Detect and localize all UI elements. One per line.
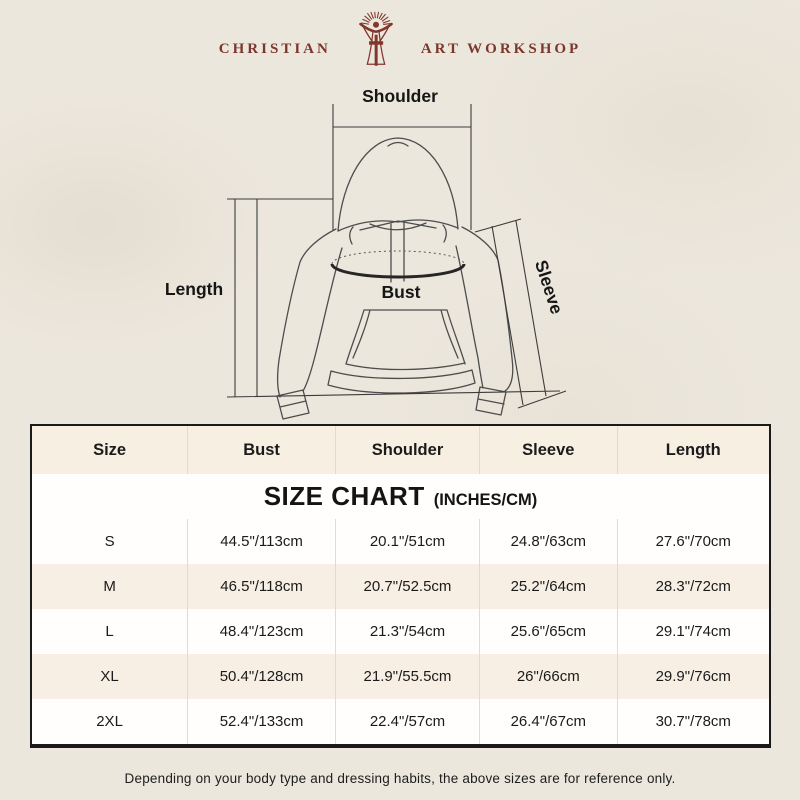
right-cuff	[475, 386, 507, 416]
column-header-shoulder: Shoulder	[334, 425, 480, 474]
size-row-m: M 46.5"/118cm 20.7"/52.5cm 25.2"/64cm 28.3"/…	[31, 564, 770, 609]
measurement-value: 52.4"/133cm	[187, 699, 336, 746]
sleeve-label: Sleeve	[531, 258, 567, 317]
hood-peak-seam	[387, 141, 409, 147]
cross-vertical	[374, 34, 378, 66]
shoulder-label: Shoulder	[362, 86, 438, 106]
chart-title-row: SIZE CHART (INCHES/CM)	[31, 474, 770, 519]
column-header-bust: Bust	[187, 425, 336, 474]
left-cuff	[276, 389, 310, 420]
size-value: L	[31, 609, 188, 654]
column-header-row: Size Bust Shoulder Sleeve Length	[31, 425, 770, 474]
bust-line-dotted	[331, 250, 465, 265]
size-row-l: L 48.4"/123cm 21.3"/54cm 25.6"/65cm 29.1"/74…	[31, 609, 770, 654]
size-value: 2XL	[31, 699, 188, 746]
measurement-value: 22.4"/57cm	[334, 699, 480, 746]
measurement-value: 26"/66cm	[479, 654, 617, 699]
measurement-value: 29.1"/74cm	[616, 609, 770, 654]
left-arm	[359, 22, 377, 33]
brand-logo: CHRISTIAN ART WORKSHOP	[0, 6, 800, 78]
shoulder-dimension	[332, 104, 472, 230]
measurement-value: 28.3"/72cm	[616, 564, 770, 609]
right-sleeve-outer	[461, 226, 514, 392]
measurement-value: 21.9"/55.5cm	[334, 654, 480, 699]
size-value: S	[31, 519, 188, 564]
chart-title: SIZE CHART	[263, 481, 425, 511]
measurement-value: 20.7"/52.5cm	[334, 564, 480, 609]
column-header-length: Length	[616, 425, 770, 474]
right-sleeve-inner	[455, 245, 484, 389]
sleeve-dimension	[474, 218, 567, 409]
cross-horizontal	[368, 41, 384, 45]
size-chart-table: SIZE CHART (INCHES/CM) Size Bust Shoulder S…	[30, 424, 771, 748]
measurement-value: 25.2"/64cm	[479, 564, 617, 609]
halo-rays	[360, 11, 391, 25]
bust-label: Bust	[382, 282, 421, 302]
size-row-s: S 44.5"/113cm 20.1"/51cm 24.8"/63cm 27.6"/70…	[31, 519, 770, 564]
left-sleeve-outer	[276, 228, 337, 398]
hood-outline	[337, 137, 459, 232]
hoodie-measurement-diagram: Shoulder Length Bust Sleeve	[165, 86, 567, 420]
armpit-seams	[349, 224, 447, 245]
hood-vneck	[359, 220, 437, 231]
length-dimension	[226, 198, 561, 398]
measurement-value: 44.5"/113cm	[187, 519, 336, 564]
hem-band	[327, 369, 476, 394]
length-label: Length	[165, 279, 223, 299]
column-header-sleeve: Sleeve	[479, 425, 617, 474]
measurement-value: 50.4"/128cm	[187, 654, 336, 699]
head	[372, 21, 379, 28]
bust-line-bold	[330, 263, 466, 279]
size-row-xl: XL 50.4"/128cm 21.9"/55.5cm 26"/66cm 29.9"/7…	[31, 654, 770, 699]
measurement-value: 29.9"/76cm	[616, 654, 770, 699]
measurement-value: 48.4"/123cm	[187, 609, 336, 654]
drawstrings	[390, 222, 405, 283]
hood-opening	[337, 219, 459, 232]
measurement-value: 27.6"/70cm	[616, 519, 770, 564]
measurement-value: 24.8"/63cm	[479, 519, 617, 564]
left-sleeve-inner	[302, 247, 343, 392]
measurement-value: 25.6"/65cm	[479, 609, 617, 654]
size-value: M	[31, 564, 188, 609]
collar-curve	[369, 222, 427, 231]
chart-title-units: (INCHES/CM)	[433, 491, 538, 509]
measurement-value: 21.3"/54cm	[334, 609, 480, 654]
brand-text-right: ART WORKSHOP	[420, 40, 582, 57]
measurement-value: 26.4"/67cm	[479, 699, 617, 746]
measurement-value: 46.5"/118cm	[187, 564, 336, 609]
jesus-open-arms-icon	[344, 11, 408, 73]
measurement-value: 20.1"/51cm	[334, 519, 480, 564]
pocket	[345, 309, 466, 371]
right-arm	[375, 22, 393, 33]
column-header-size: Size	[31, 425, 188, 474]
brand-text-left: CHRISTIAN	[218, 40, 331, 57]
size-row-2xl: 2XL 52.4"/133cm 22.4"/57cm 26.4"/67cm 30.7"/…	[31, 699, 770, 746]
size-value: XL	[31, 654, 188, 699]
reference-note: Depending on your body type and dressing…	[124, 771, 676, 786]
size-chart-table-container: SIZE CHART (INCHES/CM) Size Bust Shoulder S…	[30, 424, 771, 748]
measurement-value: 30.7"/78cm	[616, 699, 770, 746]
